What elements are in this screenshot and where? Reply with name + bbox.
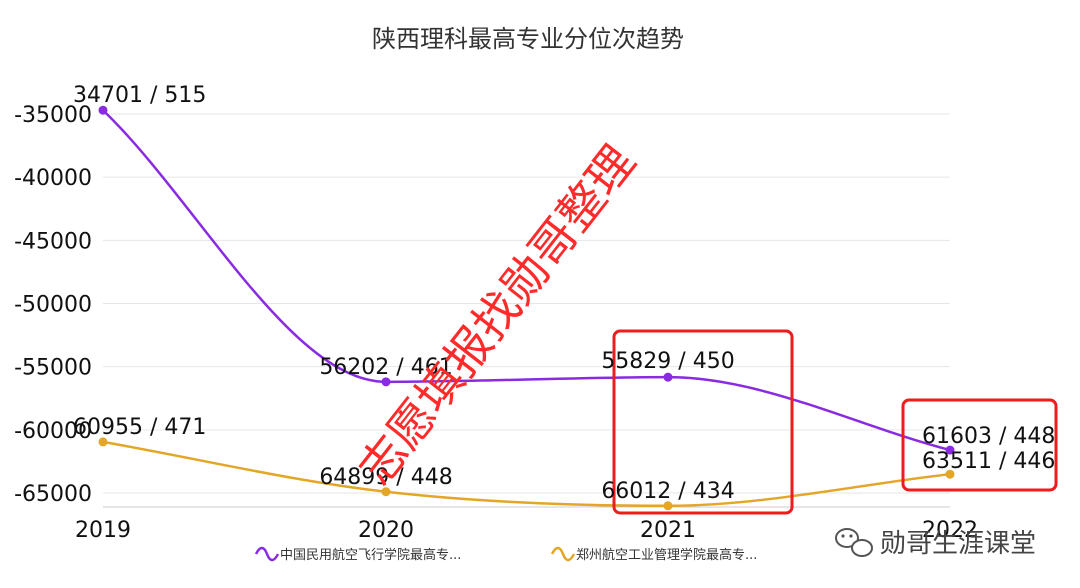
data-label: 63511 / 446 xyxy=(922,449,1055,474)
legend-item-1[interactable]: 中国民用航空飞行学院最高专... xyxy=(254,546,461,563)
data-point[interactable] xyxy=(98,105,108,115)
highlight-box-2022 xyxy=(901,398,1058,492)
y-tick-label: -50000 xyxy=(14,293,92,318)
y-tick-label: -45000 xyxy=(14,229,92,254)
y-axis: -35000 -40000 -45000 -50000 -55000 -60000 -650… xyxy=(14,103,92,507)
brand: 勋哥生涯课堂 xyxy=(835,528,1036,559)
legend-swatch-icon xyxy=(550,546,576,562)
x-tick-label: 2020 xyxy=(358,518,414,543)
data-label: 64899 / 448 xyxy=(319,465,452,490)
x-tick-label: 2021 xyxy=(640,518,696,543)
data-point[interactable] xyxy=(945,445,955,455)
data-labels: 34701 / 515 56202 / 461 55829 / 450 61603 /… xyxy=(73,83,1055,504)
series-line-2 xyxy=(102,440,951,508)
y-tick-label: -40000 xyxy=(14,166,92,191)
legend-label: 中国民用航空飞行学院最高专... xyxy=(280,547,461,563)
series-lines xyxy=(102,109,951,508)
series-points xyxy=(98,105,955,511)
data-label: 56202 / 461 xyxy=(319,355,452,380)
data-point[interactable] xyxy=(381,377,391,387)
data-point[interactable] xyxy=(98,437,108,447)
legend-swatch-icon xyxy=(254,546,280,562)
watermark: 志愿填报找勋哥整理 xyxy=(348,135,645,494)
data-label: 55829 / 450 xyxy=(601,349,734,374)
highlight-box-2021 xyxy=(612,329,794,515)
data-label: 34701 / 515 xyxy=(73,83,206,108)
y-tick-label: -60000 xyxy=(14,419,92,444)
watermark-text: 志愿填报找勋哥整理 xyxy=(348,135,645,494)
x-tick-label: 2019 xyxy=(75,518,131,543)
legend[interactable]: 中国民用航空飞行学院最高专... 郑州航空工业管理学院最高专... xyxy=(254,546,757,563)
brand-name: 勋哥生涯课堂 xyxy=(880,529,1036,559)
x-axis: 2019 2020 2021 2022 xyxy=(75,518,978,543)
data-label: 61603 / 448 xyxy=(922,424,1055,449)
y-tick-label: -65000 xyxy=(14,482,92,507)
data-point[interactable] xyxy=(945,469,955,479)
wechat-icon xyxy=(835,528,873,557)
x-tick-label: 2022 xyxy=(922,518,978,543)
y-tick-label: -55000 xyxy=(14,356,92,381)
legend-item-2[interactable]: 郑州航空工业管理学院最高专... xyxy=(550,546,757,563)
chart-title: 陕西理科最高专业分位次趋势 xyxy=(372,25,684,53)
highlight-boxes xyxy=(612,329,1058,515)
y-tick-label: -35000 xyxy=(14,103,92,128)
data-point[interactable] xyxy=(663,372,673,382)
legend-label: 郑州航空工业管理学院最高专... xyxy=(576,547,757,563)
grid xyxy=(103,113,950,508)
series-line-1 xyxy=(102,109,951,452)
data-label: 66012 / 434 xyxy=(601,479,734,504)
data-label: 60955 / 471 xyxy=(73,415,206,440)
data-point[interactable] xyxy=(663,501,673,511)
data-point[interactable] xyxy=(381,487,391,497)
